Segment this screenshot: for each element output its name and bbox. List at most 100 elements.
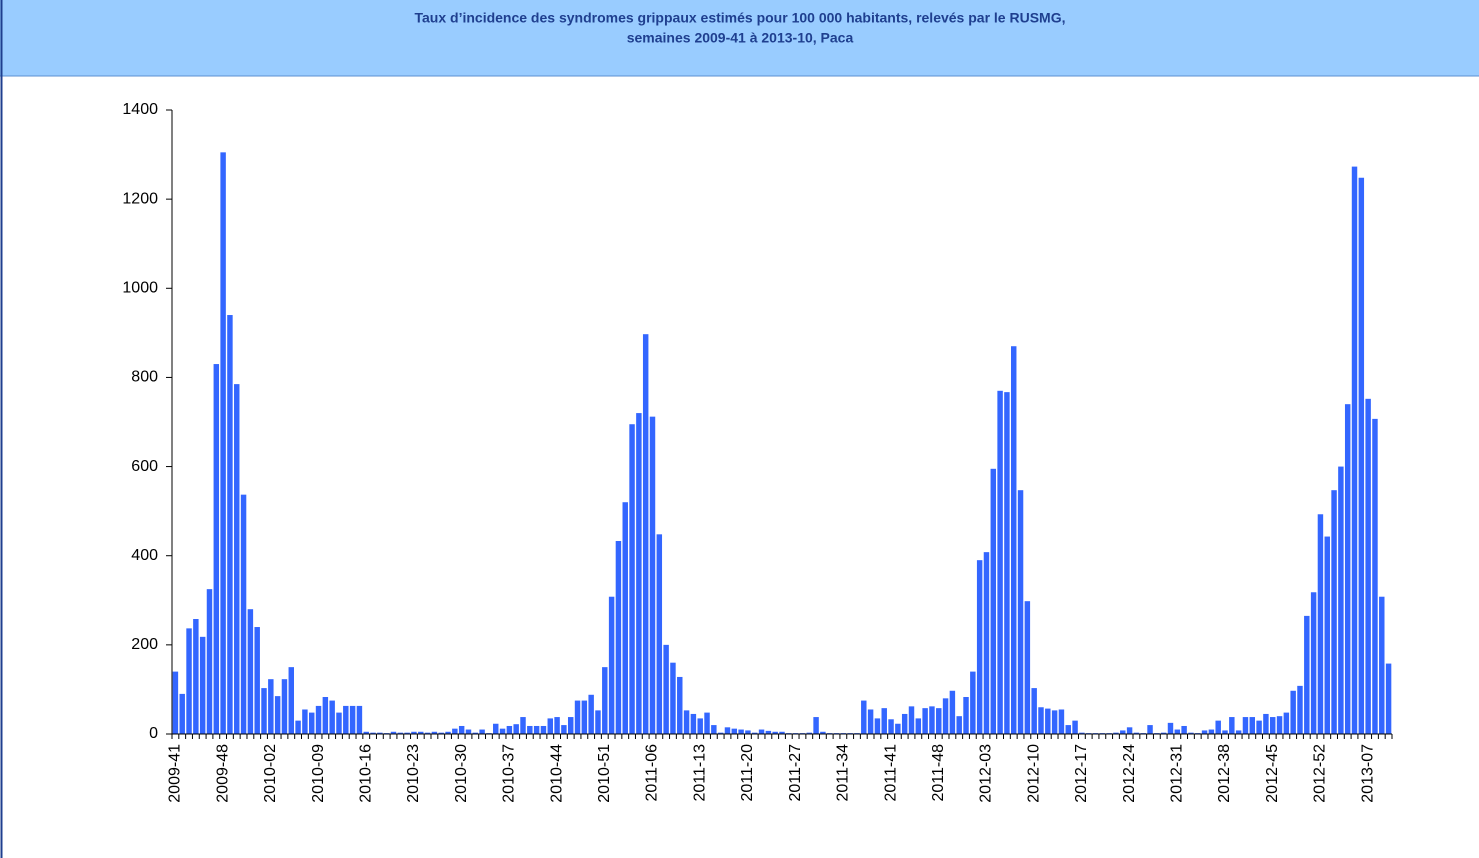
bar [663, 644, 669, 734]
bar [1344, 404, 1351, 734]
bar [411, 731, 417, 734]
bar [636, 413, 642, 734]
bar [629, 424, 635, 734]
x-tick-label: 2011-34 [835, 744, 852, 802]
bar [1215, 720, 1221, 734]
bar [513, 724, 519, 734]
y-tick-label: 400 [131, 547, 158, 564]
bar [1256, 720, 1262, 734]
bar [472, 732, 479, 734]
bar [561, 725, 567, 734]
bar [1024, 601, 1031, 734]
y-tick-label: 200 [131, 636, 158, 653]
bar [554, 717, 560, 734]
bar [322, 697, 329, 734]
bar [213, 364, 220, 734]
bar [595, 710, 601, 734]
bar [268, 679, 274, 734]
bar [622, 502, 628, 734]
bar [1263, 713, 1269, 734]
bar [520, 717, 526, 734]
bar [1249, 717, 1256, 734]
y-tick-label: 1000 [122, 280, 158, 297]
bar [329, 700, 335, 734]
bar [608, 596, 615, 734]
x-tick-label: 2010-37 [501, 744, 518, 803]
bar [970, 671, 976, 734]
bar [1242, 717, 1249, 734]
x-tick-label: 2010-02 [262, 744, 279, 803]
bar [1031, 688, 1037, 734]
bar [724, 727, 731, 734]
bar [220, 152, 226, 735]
x-tick-label: 2009-48 [214, 744, 231, 803]
bar [690, 713, 697, 734]
bar [1065, 725, 1071, 734]
bar [615, 541, 622, 734]
bar [574, 700, 581, 734]
bar [1283, 712, 1290, 734]
bar [240, 494, 247, 734]
bar [1324, 536, 1330, 734]
bar [1379, 596, 1385, 734]
bar [1038, 707, 1044, 734]
bar [908, 706, 915, 734]
bar [186, 628, 192, 734]
bar [670, 662, 676, 734]
bar [929, 706, 935, 734]
bar [1201, 730, 1208, 734]
x-tick-label: 2010-30 [453, 744, 470, 803]
bar [704, 712, 710, 734]
bar [779, 731, 785, 734]
bar [1365, 398, 1371, 734]
bar [1126, 727, 1133, 734]
bar [199, 636, 206, 734]
bar [370, 732, 376, 734]
bar [1338, 466, 1344, 734]
bar [493, 723, 499, 734]
bar [261, 688, 267, 734]
bar [752, 732, 758, 734]
bar [813, 717, 819, 734]
bar [936, 708, 942, 734]
bar [499, 728, 506, 734]
bar [1222, 730, 1228, 734]
bar [956, 716, 962, 734]
y-tick-label: 1200 [122, 190, 158, 207]
chart-title: semaines 2009-41 à 2013-10, Paca [627, 30, 854, 46]
bar [588, 694, 594, 734]
bar [1310, 592, 1317, 734]
bar [1385, 663, 1392, 734]
chart-title: Taux d’incidence des syndromes grippaux … [415, 10, 1066, 26]
bar [390, 731, 397, 734]
bar [254, 627, 260, 734]
bar [1011, 346, 1017, 734]
bar [397, 732, 404, 734]
bar [1113, 732, 1119, 734]
y-tick-label: 800 [131, 369, 158, 386]
bar [288, 667, 294, 734]
bar [983, 552, 990, 734]
bar [295, 720, 301, 734]
bar [533, 725, 540, 734]
bar [901, 713, 908, 734]
bar [1208, 729, 1215, 734]
bar [179, 693, 185, 734]
bar [363, 731, 369, 734]
x-tick-label: 2012-45 [1264, 744, 1281, 803]
bar [193, 619, 199, 734]
x-tick-label: 2012-38 [1216, 744, 1233, 803]
bar [458, 725, 465, 734]
bar [302, 709, 308, 734]
bar [234, 384, 240, 734]
bar [922, 708, 928, 734]
bar [1017, 490, 1024, 734]
bar [445, 731, 451, 734]
x-tick-label: 2012-17 [1073, 744, 1090, 803]
bar [677, 676, 683, 734]
bar [806, 732, 812, 734]
bar [738, 729, 744, 734]
bar [1270, 717, 1276, 734]
y-tick-label: 1400 [122, 101, 158, 118]
bar [343, 705, 349, 734]
